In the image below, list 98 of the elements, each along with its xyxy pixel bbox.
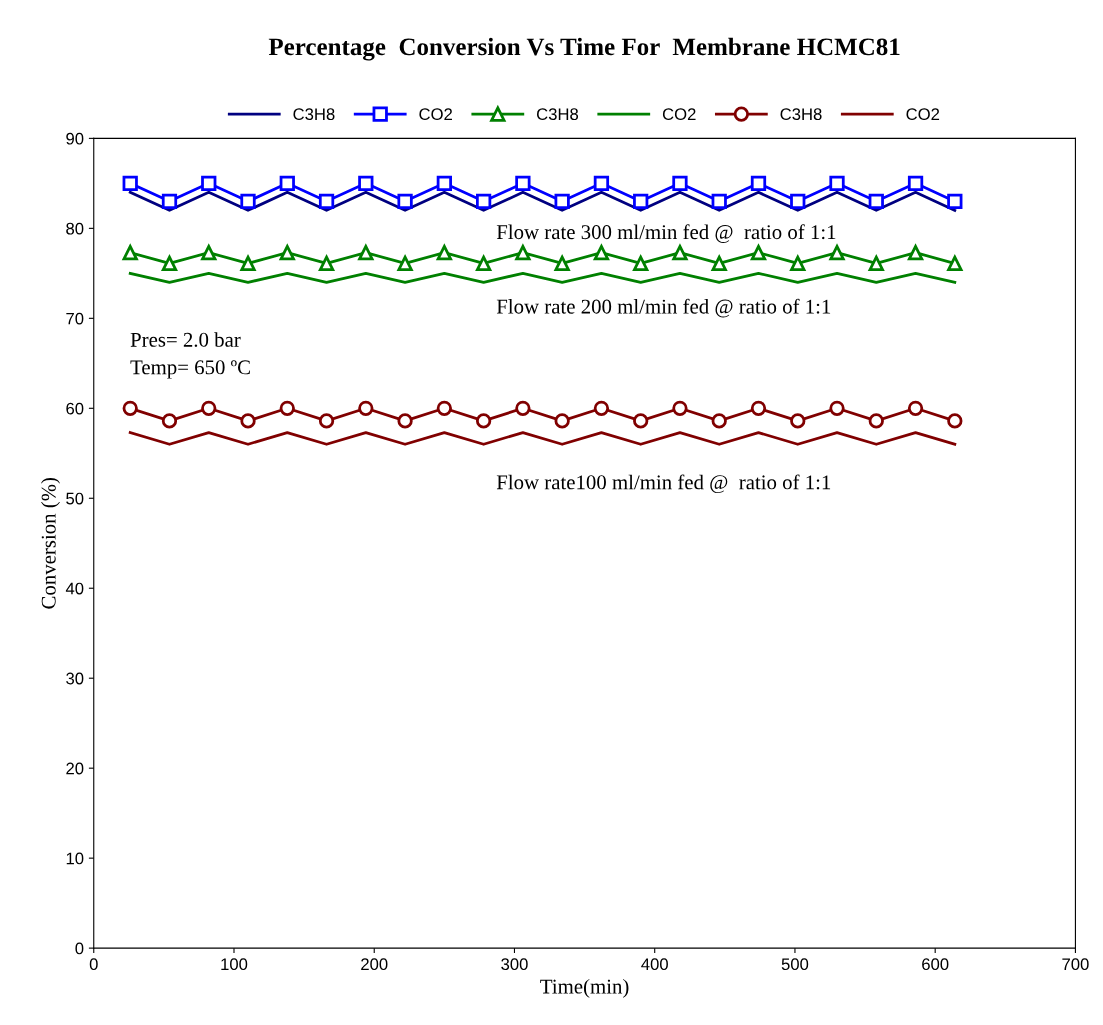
point xyxy=(475,413,492,429)
legend-label: CO2 xyxy=(662,108,696,121)
y-tick-label: 60 xyxy=(66,402,84,415)
point xyxy=(947,255,963,272)
y-tick-label: 70 xyxy=(66,312,84,325)
annotation: Flow rate 300 ml/min fed @ ratio of 1:1 xyxy=(496,224,836,243)
point xyxy=(279,400,295,416)
point xyxy=(790,413,806,429)
point xyxy=(593,245,610,261)
x-axis-title: Time(min) xyxy=(540,978,629,998)
point xyxy=(436,400,452,416)
point xyxy=(358,175,374,191)
x-tick-label: 700 xyxy=(1062,958,1089,971)
point xyxy=(907,400,924,416)
point xyxy=(868,413,884,429)
x-tick-label: 600 xyxy=(922,958,949,971)
point xyxy=(672,245,688,261)
point xyxy=(554,413,570,429)
point xyxy=(750,400,767,416)
y-tick-label: 50 xyxy=(66,492,84,505)
point xyxy=(279,245,295,261)
point xyxy=(161,193,178,209)
y-tick-label: 20 xyxy=(66,762,84,775)
point xyxy=(947,193,963,209)
x-tick-label: 500 xyxy=(781,958,809,971)
point xyxy=(240,193,256,209)
point xyxy=(201,400,217,416)
point xyxy=(829,175,845,191)
point xyxy=(633,413,649,429)
legend-label: CO2 xyxy=(906,108,940,121)
point xyxy=(161,413,178,429)
point xyxy=(554,255,570,272)
x-tick-label: 0 xyxy=(89,958,98,971)
point xyxy=(240,255,256,272)
point xyxy=(672,175,688,191)
point xyxy=(790,193,806,209)
point xyxy=(436,245,452,261)
point xyxy=(711,413,727,429)
point xyxy=(122,400,138,416)
annotation: Flow rate100 ml/min fed @ ratio of 1:1 xyxy=(496,474,831,494)
y-tick-label: 0 xyxy=(75,942,84,955)
point xyxy=(711,193,727,209)
point xyxy=(318,255,335,272)
point xyxy=(515,245,531,261)
point xyxy=(750,175,767,191)
point xyxy=(750,245,767,261)
point xyxy=(122,245,138,261)
legend-label: C3H8 xyxy=(293,108,335,121)
legend-label: CO2 xyxy=(419,108,452,121)
point xyxy=(397,255,413,272)
point xyxy=(240,413,256,429)
point xyxy=(161,255,178,272)
y-tick-label: 30 xyxy=(66,672,84,685)
annotation: Flow rate 200 ml/min fed @ ratio of 1:1 xyxy=(496,298,831,318)
point xyxy=(358,400,374,416)
point xyxy=(868,193,884,209)
point xyxy=(907,175,924,191)
point xyxy=(672,400,688,416)
point xyxy=(436,175,452,191)
point xyxy=(868,255,884,272)
x-tick-label: 100 xyxy=(221,958,248,971)
point xyxy=(475,193,492,209)
chart-title: Percentage Conversion Vs Time For Membrane HCMC81 xyxy=(268,37,900,61)
point xyxy=(201,175,217,191)
point xyxy=(593,400,610,416)
point xyxy=(318,193,335,209)
point xyxy=(515,175,531,191)
legend-label: C3H8 xyxy=(537,108,579,121)
x-tick-label: 400 xyxy=(641,958,668,971)
point xyxy=(907,245,924,261)
point xyxy=(593,175,610,191)
point xyxy=(790,255,806,272)
y-axis-title: Conversion (%) xyxy=(41,477,60,609)
point xyxy=(279,175,295,191)
point xyxy=(358,245,374,261)
point xyxy=(633,193,649,209)
point xyxy=(829,400,845,416)
point xyxy=(318,413,335,429)
point xyxy=(554,193,570,209)
y-tick-label: 40 xyxy=(65,582,84,595)
point xyxy=(633,255,649,272)
point xyxy=(201,245,217,261)
legend-label: C3H8 xyxy=(780,108,822,121)
point xyxy=(122,175,138,191)
y-tick-label: 10 xyxy=(66,852,84,865)
x-tick-label: 300 xyxy=(501,958,528,971)
point xyxy=(397,413,413,429)
y-tick-label: 90 xyxy=(66,132,84,145)
point xyxy=(947,413,963,429)
point xyxy=(711,255,727,272)
annotation: Pres= 2.0 bar xyxy=(130,332,241,347)
y-tick-label: 80 xyxy=(66,222,84,235)
point xyxy=(829,245,845,261)
annotation: Temp= 650 ºC xyxy=(130,360,250,379)
point xyxy=(475,255,492,272)
x-tick-label: 200 xyxy=(361,958,388,971)
point xyxy=(397,193,413,209)
point xyxy=(515,400,531,416)
